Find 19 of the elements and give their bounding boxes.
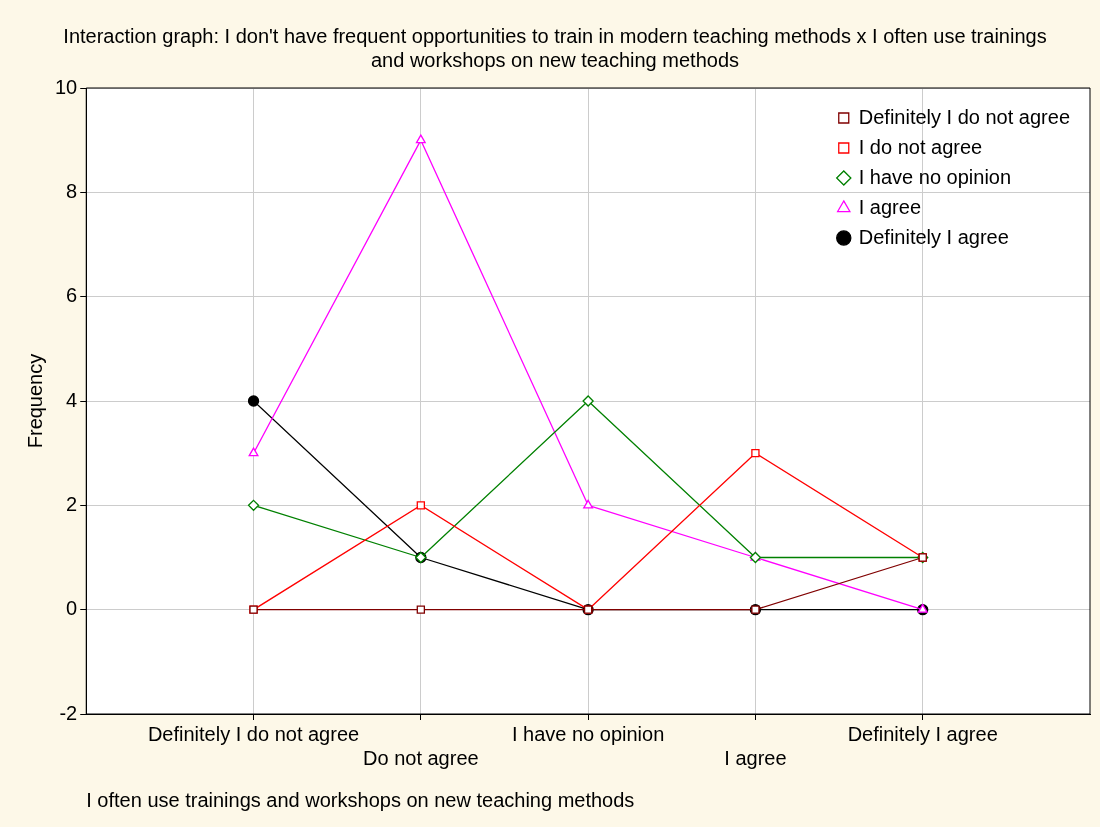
x-tick-label: I have no opinion — [511, 722, 665, 745]
legend-label: I do not agree — [858, 135, 983, 158]
x-tick-label: Definitely I agree — [847, 722, 998, 745]
x-tick-label: Do not agree — [363, 746, 479, 769]
legend-label: I agree — [858, 195, 922, 218]
y-tick-label: 4 — [66, 388, 78, 411]
y-tick-label: 8 — [66, 179, 78, 202]
y-tick-label: 6 — [66, 284, 78, 307]
legend-label: Definitely I do not agree — [858, 105, 1071, 128]
y-tick-label: 0 — [66, 597, 78, 620]
y-tick-label: -2 — [59, 701, 78, 724]
y-tick-label: 10 — [55, 75, 78, 98]
y-tick-label: 2 — [66, 492, 78, 515]
y-axis-title: Frequency — [23, 353, 46, 449]
legend-label: I have no opinion — [858, 165, 1012, 188]
x-axis-title: I often use trainings and workshops on new teaching methods — [86, 788, 635, 811]
chart-title: Interaction graph: I don't have frequent opportunities to train in modern teaching methods x I often use trainings and workshops on new teaching methods — [63, 24, 1047, 71]
x-tick-label: Definitely I do not agree — [147, 722, 360, 745]
legend-label: Definitely I agree — [858, 225, 1009, 248]
